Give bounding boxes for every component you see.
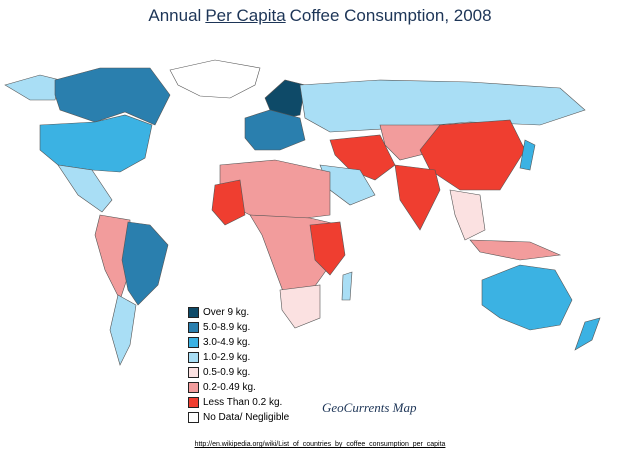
legend-swatch xyxy=(188,397,199,408)
legend-item: 1.0-2.9 kg. xyxy=(188,350,289,365)
legend-swatch xyxy=(188,412,199,423)
new-zealand xyxy=(574,317,601,351)
west-europe xyxy=(244,109,306,151)
indonesia xyxy=(469,239,562,261)
usa xyxy=(39,114,153,173)
legend-item: 5.0-8.9 kg. xyxy=(188,320,289,335)
legend-item: Over 9 kg. xyxy=(188,305,289,320)
legend-item: 3.0-4.9 kg. xyxy=(188,335,289,350)
legend-swatch xyxy=(188,382,199,393)
legend-swatch xyxy=(188,337,199,348)
legend-item: 0.5-0.9 kg. xyxy=(188,365,289,380)
source-link[interactable]: http://en.wikipedia.org/wiki/List_of_cou… xyxy=(194,441,446,448)
legend-swatch xyxy=(188,322,199,333)
legend-label: No Data/ Negligible xyxy=(203,412,290,423)
west-africa xyxy=(211,179,246,226)
title-part: Per Capita xyxy=(205,6,286,25)
legend-label: 1.0-2.9 kg. xyxy=(203,352,251,363)
legend-label: 0.2-0.49 kg. xyxy=(203,382,256,393)
legend-swatch xyxy=(188,307,199,318)
legend-item: No Data/ Negligible xyxy=(188,410,289,425)
east-africa xyxy=(309,221,346,276)
legend: Over 9 kg. 5.0-8.9 kg. 3.0-4.9 kg. 1.0-2.9 … xyxy=(188,305,289,425)
legend-swatch xyxy=(188,367,199,378)
australia xyxy=(481,264,573,331)
india xyxy=(394,164,441,231)
legend-label: Less Than 0.2 kg. xyxy=(203,397,283,408)
legend-label: Over 9 kg. xyxy=(203,307,250,318)
legend-item: 0.2-0.49 kg. xyxy=(188,380,289,395)
se-asia xyxy=(449,189,486,241)
title-part: Annual xyxy=(148,6,202,25)
legend-swatch xyxy=(188,352,199,363)
greenland xyxy=(169,59,261,99)
middle-east xyxy=(329,134,396,181)
southern-africa xyxy=(279,284,321,329)
credit: GeoCurrents Map xyxy=(322,400,417,415)
russia xyxy=(299,79,586,133)
japan xyxy=(519,139,536,171)
title: Annual Per Capita Coffee Consumption, 2008 xyxy=(0,6,640,26)
legend-label: 5.0-8.9 kg. xyxy=(203,322,251,333)
title-part: Coffee Consumption, 2008 xyxy=(289,6,492,25)
brazil xyxy=(121,221,169,306)
legend-label: 3.0-4.9 kg. xyxy=(203,337,251,348)
mexico xyxy=(57,164,113,213)
china xyxy=(419,119,526,191)
madagascar xyxy=(341,271,353,301)
legend-label: 0.5-0.9 kg. xyxy=(203,367,251,378)
argentina xyxy=(109,294,137,366)
legend-item: Less Than 0.2 kg. xyxy=(188,395,289,410)
canada xyxy=(54,67,171,126)
alaska xyxy=(4,74,61,101)
